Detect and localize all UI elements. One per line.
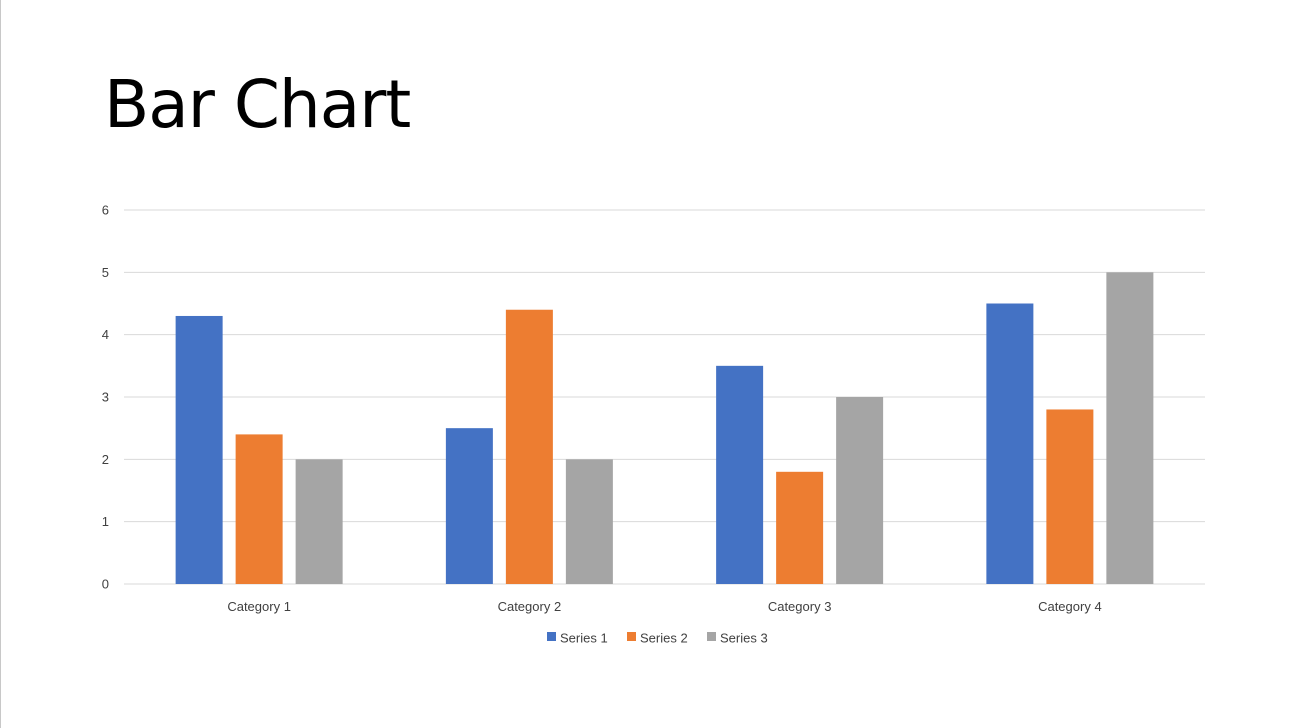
y-tick-label: 4 xyxy=(102,327,109,342)
bar-series-3 xyxy=(295,459,343,584)
bar-series-1 xyxy=(716,365,764,584)
legend-swatch xyxy=(627,632,636,641)
legend-label: Series 1 xyxy=(560,631,608,646)
bar-series-2 xyxy=(1046,409,1094,584)
legend-swatch xyxy=(547,632,556,641)
bar-series-1 xyxy=(986,303,1034,584)
x-category-label: Category 4 xyxy=(1038,599,1102,614)
x-category-label: Category 3 xyxy=(768,599,832,614)
bar-series-3 xyxy=(565,459,613,584)
bar-series-2 xyxy=(235,434,283,584)
y-tick-label: 0 xyxy=(102,577,109,592)
x-category-label: Category 1 xyxy=(227,599,291,614)
y-tick-label: 6 xyxy=(102,203,109,218)
slide-title: Bar Chart xyxy=(104,66,411,143)
bar-series-2 xyxy=(505,309,553,584)
bar-series-3 xyxy=(1106,272,1154,584)
bar-series-1 xyxy=(445,428,493,584)
legend-swatch xyxy=(707,632,716,641)
x-category-label: Category 2 xyxy=(498,599,562,614)
legend-label: Series 2 xyxy=(640,631,688,646)
y-tick-label: 3 xyxy=(102,390,109,405)
bar-series-2 xyxy=(776,471,824,584)
y-tick-label: 1 xyxy=(102,514,109,529)
legend-label: Series 3 xyxy=(720,631,768,646)
bar-series-1 xyxy=(175,315,223,584)
bar-series-3 xyxy=(836,397,884,584)
y-tick-label: 2 xyxy=(102,452,109,467)
y-tick-label: 5 xyxy=(102,265,109,280)
